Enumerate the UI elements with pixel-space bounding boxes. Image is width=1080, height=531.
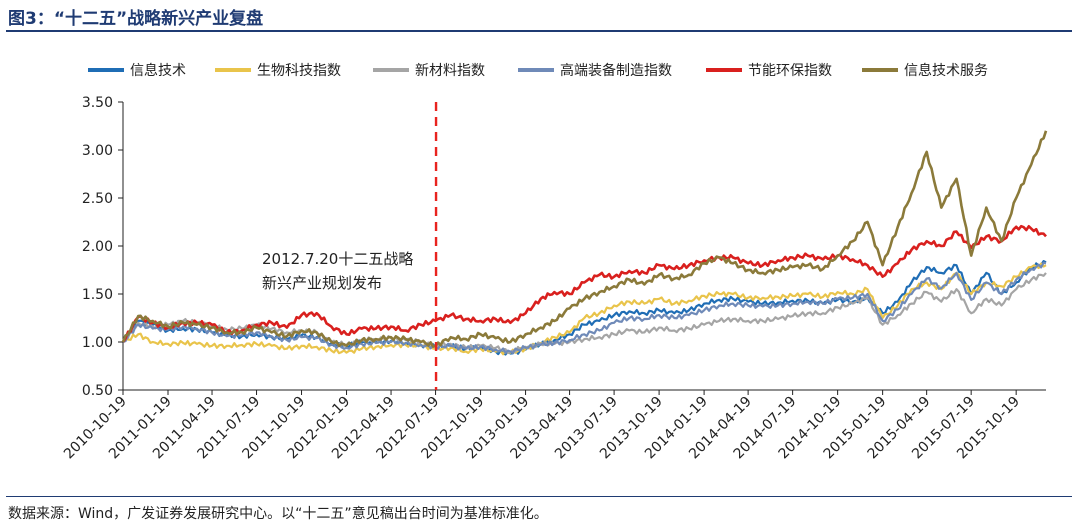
y-tick-label: 3.00 xyxy=(82,143,113,159)
x-axis: 2010-10-192011-01-192011-04-192011-07-19… xyxy=(61,389,1046,462)
series-line-3 xyxy=(122,261,1047,355)
legend-label-5: 信息技术服务 xyxy=(904,62,988,79)
legend-label-1: 生物科技指数 xyxy=(257,63,341,79)
figure-title: 图3：“十二五”战略新兴产业复盘 xyxy=(8,9,264,29)
legend-label-4: 节能环保指数 xyxy=(748,63,832,79)
series-layer xyxy=(121,130,1048,356)
series-line-0 xyxy=(122,260,1047,356)
y-tick-label: 1.00 xyxy=(82,335,113,351)
y-tick-label: 0.50 xyxy=(82,383,113,399)
event-annotation-line1: 2012.7.20十二五战略 xyxy=(262,250,413,268)
y-tick-label: 1.50 xyxy=(82,287,113,303)
series-line-1 xyxy=(122,262,1047,356)
legend-label-3: 高端装备制造指数 xyxy=(560,62,672,79)
title-divider xyxy=(6,30,1072,32)
legend-label-0: 信息技术 xyxy=(130,62,186,79)
series-line-2 xyxy=(122,272,1047,355)
y-tick-label: 3.50 xyxy=(82,95,113,111)
source-note: 数据来源：Wind，广发证券发展研究中心。以“十二五”意见稿出台时间为基准标准化… xyxy=(8,506,548,522)
legend: 信息技术 生物科技指数 新材料指数 高端装备制造指数 节能环保指数 信息技术服务 xyxy=(88,62,988,79)
source-divider xyxy=(6,496,1072,497)
y-tick-label: 2.00 xyxy=(82,239,113,255)
event-annotation-line2: 新兴产业规划发布 xyxy=(262,274,382,292)
series-line-5 xyxy=(121,130,1048,348)
y-tick-label: 2.50 xyxy=(82,191,113,207)
series-line-4 xyxy=(121,224,1047,343)
y-axis: 0.50 1.00 1.50 2.00 2.50 3.00 3.50 xyxy=(82,95,124,399)
legend-label-2: 新材料指数 xyxy=(415,63,485,79)
